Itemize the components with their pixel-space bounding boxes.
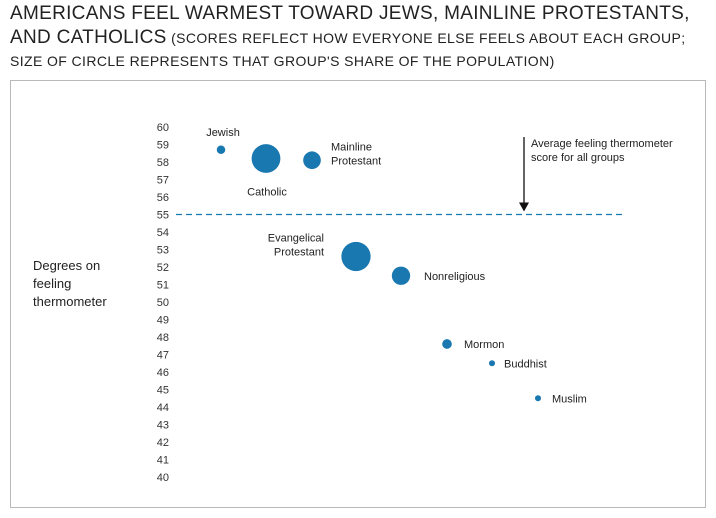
bubble-label-jewish: Jewish bbox=[206, 127, 240, 139]
y-tick-label: 60 bbox=[157, 122, 169, 134]
bubble-label-evangelical-protestant: Evangelical bbox=[268, 233, 324, 245]
bubble-label-buddhist: Buddhist bbox=[504, 358, 547, 370]
bubble-buddhist bbox=[488, 360, 496, 367]
y-tick-label: 50 bbox=[157, 297, 169, 309]
y-tick-label: 59 bbox=[157, 140, 169, 152]
y-tick-label: 45 bbox=[157, 385, 169, 397]
bubble-mainline-protestant bbox=[303, 151, 321, 170]
bubble-evangelical-protestant bbox=[341, 241, 371, 272]
y-tick-label: 48 bbox=[157, 332, 169, 344]
y-tick-label: 56 bbox=[157, 192, 169, 204]
y-axis-label: feeling bbox=[33, 276, 71, 291]
y-tick-label: 47 bbox=[157, 350, 169, 362]
chart-title: AMERICANS FEEL WARMEST TOWARD JEWS, MAIN… bbox=[10, 2, 710, 73]
bubble-label-mainline-protestant: Mainline bbox=[331, 141, 372, 153]
bubble-label-muslim: Muslim bbox=[552, 393, 587, 405]
y-tick-label: 42 bbox=[157, 437, 169, 449]
bubble-catholic bbox=[251, 144, 281, 173]
bubble-muslim bbox=[534, 395, 542, 402]
bubble-nonreligious bbox=[391, 266, 411, 285]
annotation-arrow-head bbox=[519, 202, 529, 212]
reference-line-annotation: Average feeling thermometer bbox=[531, 138, 673, 150]
bubble-label-nonreligious: Nonreligious bbox=[424, 271, 486, 283]
y-tick-label: 41 bbox=[157, 455, 169, 467]
y-tick-label: 54 bbox=[157, 227, 169, 239]
bubble-label-catholic: Catholic bbox=[247, 187, 287, 199]
y-tick-label: 46 bbox=[157, 367, 169, 379]
y-tick-label: 43 bbox=[157, 420, 169, 432]
bubble-mormon bbox=[442, 339, 452, 349]
y-tick-label: 44 bbox=[157, 402, 169, 414]
y-tick-label: 53 bbox=[157, 245, 169, 257]
chart-title-main: AMERICANS FEEL WARMEST TOWARD JEWS, MAIN… bbox=[10, 3, 690, 48]
chart-frame: 40 41 42 43 44 45 46 47 48 49 50 51 52 53 54 55 56 57 58 59… bbox=[10, 80, 706, 508]
y-tick-label: 51 bbox=[157, 280, 169, 292]
y-axis-label: Degrees on bbox=[33, 258, 100, 273]
y-tick-label: 49 bbox=[157, 315, 169, 327]
y-tick-label: 52 bbox=[157, 262, 169, 274]
bubble-label-mormon: Mormon bbox=[464, 339, 504, 351]
y-tick-label: 58 bbox=[157, 157, 169, 169]
y-tick-label: 57 bbox=[157, 175, 169, 187]
y-axis-label: thermometer bbox=[33, 294, 107, 309]
bubble-label-evangelical-protestant: Protestant bbox=[274, 247, 324, 259]
bubble-jewish bbox=[216, 145, 226, 155]
chart-title-subtitle: (SCORES REFLECT HOW EVERYONE ELSE FEELS … bbox=[10, 30, 686, 69]
bubble-label-mainline-protestant: Protestant bbox=[331, 155, 381, 167]
reference-line-annotation: score for all groups bbox=[531, 152, 625, 164]
y-tick-label: 40 bbox=[157, 472, 169, 484]
bubble-chart: 40 41 42 43 44 45 46 47 48 49 50 51 52 53 54 55 56 57 58 59… bbox=[33, 122, 673, 484]
y-tick-label: 55 bbox=[157, 210, 169, 222]
